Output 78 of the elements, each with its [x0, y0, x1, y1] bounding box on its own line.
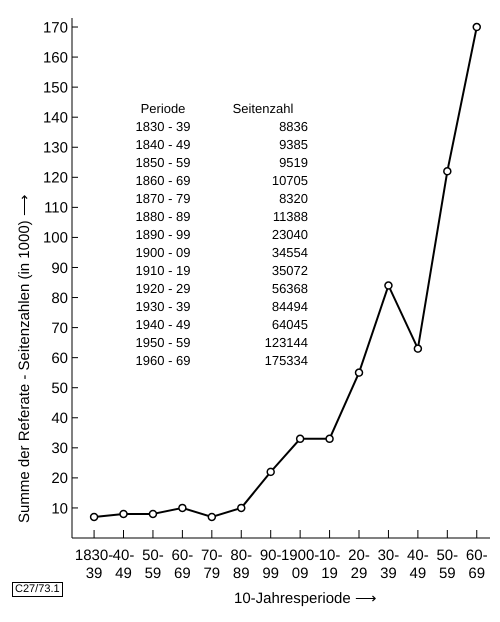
- text: C27/73.1: [12, 582, 63, 597]
- y-axis-title: Summe der Referate - Seitenzahlen (in 1000) ⟶: [16, 194, 34, 523]
- point: [296, 434, 304, 444]
- x-tick-label: 40-49: [112, 547, 134, 582]
- x-tick-label: 70-79: [200, 547, 223, 582]
- annotation: 35072: [270, 262, 308, 279]
- x-tick-label: 1900-09: [280, 547, 320, 582]
- y-tick-label: 90: [51, 260, 68, 277]
- point: [414, 344, 422, 353]
- y-tick-label: 110: [44, 200, 68, 217]
- annotation: 10705: [270, 172, 308, 189]
- y-tick-label: 160: [42, 49, 68, 66]
- x-tick-label: 30-39: [378, 547, 400, 582]
- annotation: 1880 - 89: [134, 208, 192, 225]
- annotation: 123144: [264, 334, 308, 351]
- point: [266, 468, 275, 476]
- y-tick-label: 170: [42, 19, 68, 36]
- x-tick-label: 1830-39: [74, 547, 114, 582]
- point: [90, 512, 98, 522]
- point: [354, 368, 364, 377]
- annotation: 1850 - 59: [134, 154, 192, 171]
- annotation: 1930 - 39: [134, 298, 192, 315]
- annotation: 56368: [270, 280, 308, 297]
- annotation: 1840 - 49: [134, 136, 192, 153]
- annotation: 9519: [278, 154, 308, 171]
- y-tick-label: 20: [51, 470, 68, 488]
- x-tick-label: 50-59: [436, 547, 458, 582]
- y-tick-label: 120: [42, 170, 68, 187]
- point: [443, 167, 452, 176]
- point: [384, 281, 393, 290]
- x-tick-label: 80-89: [230, 547, 252, 582]
- x-tick-label: 60-69: [172, 547, 194, 582]
- point: [208, 512, 216, 522]
- annotation: 1830 - 39: [134, 118, 192, 135]
- x-tick-label: 90-99: [260, 547, 282, 582]
- x-tick-label: 40-49: [407, 547, 429, 582]
- y-tick-label: 140: [42, 110, 68, 127]
- y-tick-label: 100: [42, 230, 68, 247]
- point: [237, 504, 246, 512]
- annotation: 64045: [270, 316, 308, 333]
- point: [119, 510, 128, 518]
- x-axis-title: 10-Jahresperiode ⟶: [234, 590, 377, 608]
- annotation: 1900 - 09: [134, 244, 192, 261]
- point: [472, 22, 482, 32]
- y-tick-label: 70: [51, 320, 68, 337]
- annotation: 1910 - 19: [134, 262, 192, 279]
- y-tick-label: 150: [42, 79, 68, 96]
- annotation: 84494: [270, 298, 308, 315]
- annotation: 1940 - 49: [134, 316, 192, 333]
- y-tick-label: 10: [51, 500, 68, 518]
- annotation: 23040: [270, 226, 308, 243]
- annotation: Periode: [140, 100, 186, 117]
- x-tick-label: 50-59: [142, 547, 164, 582]
- annotation: 9385: [278, 136, 308, 153]
- annotation: 1870 - 79: [134, 190, 192, 207]
- y-tick-label: 80: [51, 290, 68, 307]
- point: [178, 504, 187, 512]
- y-tick-label: 50: [51, 380, 68, 398]
- annotation: 1890 - 99: [134, 226, 192, 243]
- y-tick-label: 30: [51, 440, 68, 458]
- x-tick-label: 10-19: [318, 547, 340, 582]
- y-tick-label: 60: [51, 350, 68, 367]
- y-tick-label: 40: [51, 410, 68, 428]
- point: [148, 510, 158, 518]
- annotation: 8320: [278, 190, 308, 207]
- annotation: 34554: [270, 244, 308, 261]
- annotation: 1920 - 29: [134, 280, 192, 297]
- annotation: 1960 - 69: [134, 352, 192, 369]
- annotation: 1860 - 69: [134, 172, 192, 189]
- x-tick-label: 60-69: [466, 547, 488, 582]
- point: [325, 434, 334, 444]
- x-tick-label: 20-29: [348, 547, 370, 582]
- annotation: 8836: [278, 118, 308, 135]
- y-tick-label: 130: [42, 140, 68, 157]
- annotation: 175334: [264, 352, 308, 369]
- annotation: Seitenzahl: [232, 100, 294, 117]
- annotation: 1950 - 59: [134, 334, 192, 351]
- annotation: 11388: [272, 208, 308, 225]
